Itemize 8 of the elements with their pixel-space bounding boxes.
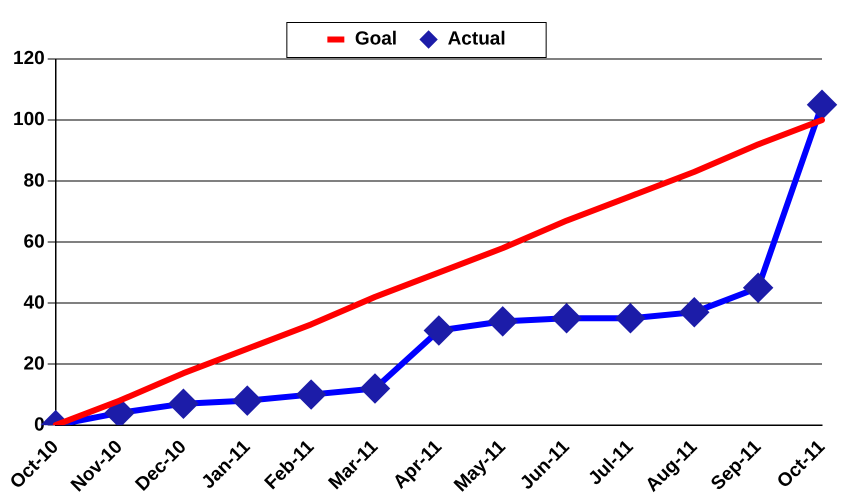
y-tick-label: 20 (24, 353, 45, 374)
legend-label: Actual (448, 28, 506, 50)
y-tick-label: 60 (24, 231, 45, 252)
y-tick-label: 80 (24, 170, 45, 192)
y-tick-label: 100 (13, 109, 45, 130)
legend-label: Goal (354, 28, 398, 50)
y-tick-label: 120 (13, 48, 45, 70)
y-tick-label: 40 (24, 292, 45, 314)
